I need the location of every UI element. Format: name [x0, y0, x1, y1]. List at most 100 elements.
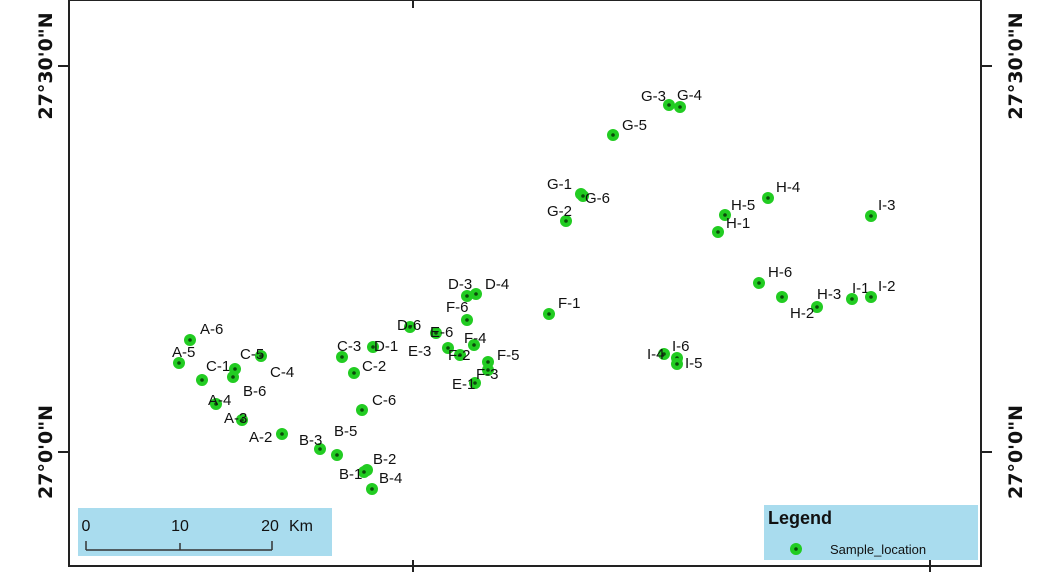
sample-label: F-4: [464, 330, 487, 347]
sample-label: I-6: [672, 338, 690, 355]
sample-label: A-3: [224, 410, 247, 427]
sample-point-h-6: H-6: [753, 264, 792, 289]
sample-point-h-2: H-2: [790, 301, 823, 322]
sample-label: H-2: [790, 305, 814, 322]
sample-label: B-5: [334, 423, 357, 440]
sample-point-i-1: I-1: [846, 280, 870, 305]
sample-label: A-6: [200, 321, 223, 338]
sample-point-c-6: C-6: [356, 392, 396, 416]
sample-label: I-3: [878, 197, 896, 214]
scale-tick-label-20: 20: [261, 518, 279, 535]
sample-point-g-3: G-3: [641, 88, 675, 111]
sample-point-c-1: C-1: [196, 358, 230, 386]
sample-label: F-3: [476, 366, 499, 383]
sample-point-i-5: I-5: [671, 355, 703, 372]
lat-label-left-top: 27°30'0"N: [35, 12, 57, 119]
sample-point-g-2: G-2: [547, 203, 572, 227]
sample-label: H-5: [731, 197, 755, 214]
sample-point-h-1: H-1: [712, 215, 750, 238]
sample-label: F-6: [446, 299, 469, 316]
sample-points-layer: A-6 A-5 C-1 C-5 C-4B-6 A-4A-3A-2 C-3 D-1 C-2 C-6 B…: [172, 87, 896, 495]
sample-point-c-3: C-3: [336, 338, 361, 363]
sample-label: E-1: [452, 376, 475, 393]
sample-point-a-3: A-3: [224, 410, 248, 427]
sample-label: D-1: [374, 338, 398, 355]
sample-label: I-1: [852, 280, 870, 297]
sample-label: F-2: [448, 347, 471, 364]
sample-point-h-4: H-4: [762, 179, 800, 204]
sample-label: D-6: [397, 317, 421, 334]
sample-label: B-2: [373, 451, 396, 468]
scale-bar: 0 10 20 Km: [78, 508, 332, 556]
sample-label: C-6: [372, 392, 396, 409]
sample-label: B-1: [339, 466, 362, 483]
sample-point-b-6: B-6: [229, 363, 266, 400]
sample-point-d-3: D-3: [448, 276, 473, 302]
sample-label: D-4: [485, 276, 509, 293]
legend: Legend Sample_location: [764, 505, 978, 560]
sample-label: F-1: [558, 295, 581, 312]
scale-bar-background: [78, 508, 332, 556]
sample-label: B-6: [243, 383, 266, 400]
sample-label: H-1: [726, 215, 750, 232]
sample-label: G-5: [622, 117, 647, 134]
sample-label: C-1: [206, 358, 230, 375]
sample-point-h-5: H-5: [719, 197, 755, 221]
sample-label: H-3: [817, 286, 841, 303]
sample-label: E-3: [408, 343, 431, 360]
sample-point-f-2: F-2: [448, 347, 471, 364]
lat-label-right-bottom: 27°0'0"N: [1005, 405, 1027, 499]
sample-point-e-3: E-3: [408, 342, 454, 360]
sample-label: G-4: [677, 87, 702, 104]
sample-point-i-4: I-4: [647, 346, 670, 363]
sample-label: C-3: [337, 338, 361, 355]
scale-tick-label-10: 10: [171, 518, 189, 535]
sample-point-b-3: B-3: [299, 432, 326, 455]
sample-label: I-5: [685, 355, 703, 372]
sample-point-g-4: G-4: [674, 87, 702, 113]
sample-point-i-3: I-3: [865, 197, 896, 222]
sample-point-i-2: I-2: [865, 278, 896, 303]
sample-point-d-1: D-1: [367, 338, 398, 355]
frame-ticks: [58, 0, 992, 572]
lat-label-right-top: 27°30'0"N: [1005, 12, 1027, 119]
sample-point-b-4: B-4: [366, 470, 402, 495]
sample-label: A-5: [172, 344, 195, 361]
sample-label: F-5: [497, 347, 520, 364]
sample-label: B-4: [379, 470, 402, 487]
sample-point-e-6: E-6: [430, 324, 453, 341]
sample-point-f-6: F-6: [446, 299, 473, 326]
sample-label: G-1: [547, 176, 572, 193]
sample-label: C-2: [362, 358, 386, 375]
sample-point-f-4: F-4: [464, 330, 487, 351]
sample-point-b-1: B-1: [339, 466, 370, 483]
sample-label: I-4: [647, 346, 665, 363]
legend-title: Legend: [768, 508, 832, 528]
sample-point-g-6: G-6: [577, 190, 610, 207]
sample-label: I-2: [878, 278, 896, 295]
sample-label: G-3: [641, 88, 666, 105]
sample-label: D-3: [448, 276, 472, 293]
sample-point-c-4: C-4: [227, 364, 294, 383]
sample-label: G-2: [547, 203, 572, 220]
scale-unit-label: Km: [289, 518, 313, 535]
sample-label: B-3: [299, 432, 322, 449]
sample-point-b-5: B-5: [331, 423, 357, 461]
sample-point-a-5: A-5: [172, 344, 195, 369]
sample-point-h-3: H-3: [776, 286, 841, 303]
sample-point-f-3: F-3: [476, 364, 499, 383]
sample-point-c-2: C-2: [348, 358, 386, 379]
sample-point-d-4: D-4: [470, 276, 509, 300]
sample-point-g-5: G-5: [607, 117, 647, 141]
sample-point-a-6: A-6: [184, 321, 223, 346]
lat-label-left-bottom: 27°0'0"N: [35, 405, 57, 499]
sample-point-a-2: A-2: [249, 428, 288, 446]
sample-label: A-4: [208, 392, 231, 409]
sample-label: C-4: [270, 364, 294, 381]
legend-item-label: Sample_location: [830, 542, 926, 557]
scale-tick-label-0: 0: [82, 518, 91, 535]
sample-point-c-5: C-5: [240, 346, 267, 363]
sample-label: A-2: [249, 429, 272, 446]
sample-label: G-6: [585, 190, 610, 207]
